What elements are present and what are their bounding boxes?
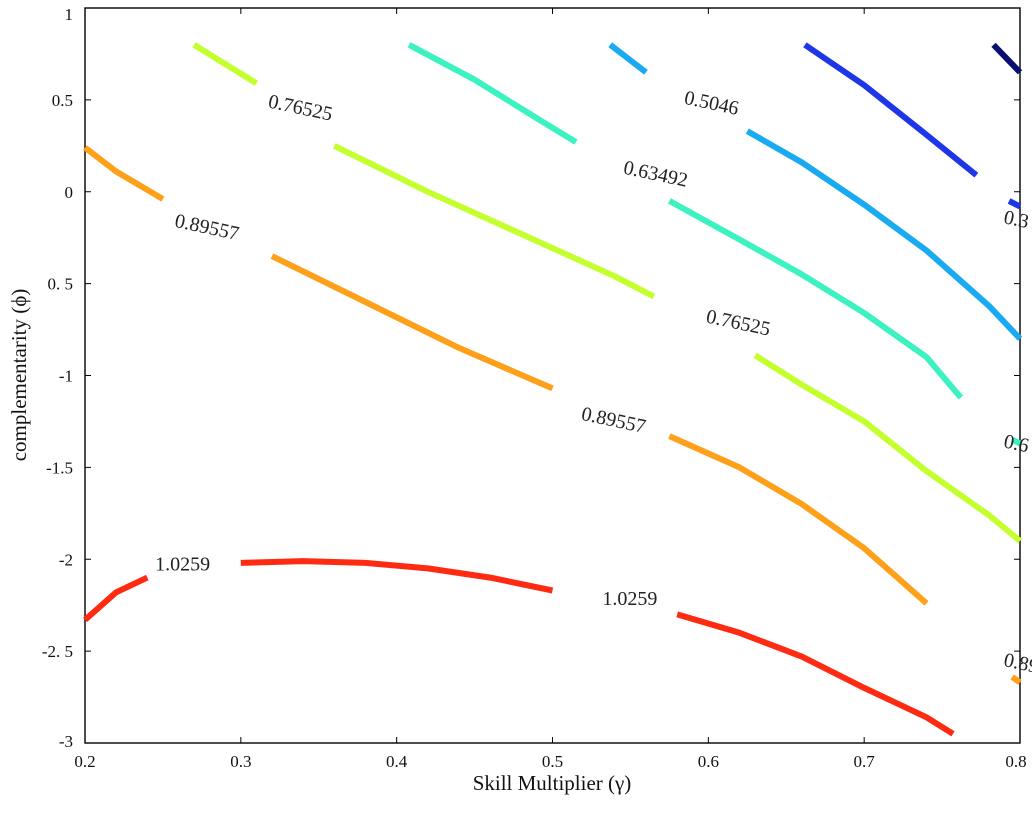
contour-line-0_5046 [608, 42, 648, 75]
contour-line-0_3746 [1007, 198, 1022, 210]
y-axis-title: complementarity (ϕ) [7, 289, 31, 462]
contour-line-0_2443 [991, 42, 1023, 75]
contour-label: 1.0259 [155, 553, 210, 575]
contour-line-0_3746 [803, 42, 979, 178]
contour-label: 0.6 [1002, 431, 1031, 458]
y-tick-label: -1.5 [46, 458, 73, 477]
contour-label: 0.63492 [622, 157, 690, 192]
contour-line-0_89557 [668, 433, 929, 606]
y-tick-label: 1 [65, 5, 74, 24]
contour-line-1_0259 [83, 574, 149, 623]
contour-line-1_0259 [676, 611, 955, 737]
contour-line-0_63492 [407, 42, 578, 145]
x-tick-label: 0.7 [854, 752, 876, 771]
contour-line-1_0259 [240, 558, 554, 594]
x-tick-label: 0.3 [230, 752, 251, 771]
contour-line-0_63492 [667, 198, 964, 400]
y-tick-label: 0 [65, 183, 74, 202]
contour-label: 0.89557 [580, 403, 648, 438]
x-tick-label: 0.2 [74, 752, 95, 771]
contour-line-0_89557 [270, 253, 554, 392]
contour-line-0_76525 [332, 143, 656, 300]
axis-ticks: 0.2 0.3 0.4 0.5 0.6 0.7 0.8 1 0.5 0 0. 5 -1 -1.5 -2 -2… [42, 5, 1027, 771]
y-tick-label: -3 [59, 732, 73, 751]
contour-label: 0.895 [1002, 649, 1032, 680]
contour-label: 0.5046 [682, 87, 740, 120]
contour-label: 0.3 [1002, 206, 1031, 233]
y-tick-label: -2. 5 [42, 642, 73, 661]
contour-labels: 0.76525 0.5046 0.63492 0.89557 0.3 0.76525 0.8… [155, 87, 1032, 680]
x-tick-label: 0.8 [1005, 752, 1026, 771]
contour-line-0_5046 [745, 128, 1023, 341]
x-tick-label: 0.6 [698, 752, 719, 771]
contour-line-0_89557 [83, 145, 165, 202]
contour-line-0_76525 [192, 42, 258, 86]
contour-line-0_89557 [1010, 674, 1022, 685]
contour-label: 0.76525 [266, 91, 334, 126]
y-tick-label: -2 [59, 550, 73, 569]
plot-frame [84, 7, 1021, 744]
contour-line-0_63492 [1010, 437, 1022, 447]
contour-label: 1.0259 [602, 588, 657, 610]
y-tick-label: 0.5 [52, 91, 73, 110]
contour-label: 0.89557 [173, 210, 241, 245]
contour-lines [83, 42, 1023, 737]
y-tick-label: 0. 5 [48, 275, 74, 294]
y-tick-label: -1 [59, 367, 73, 386]
x-tick-label: 0.5 [542, 752, 563, 771]
x-tick-label: 0.4 [386, 752, 408, 771]
contour-label: 0.76525 [704, 306, 772, 341]
contour-line-0_76525 [753, 352, 1022, 544]
x-axis-title: Skill Multiplier (γ) [473, 771, 632, 795]
